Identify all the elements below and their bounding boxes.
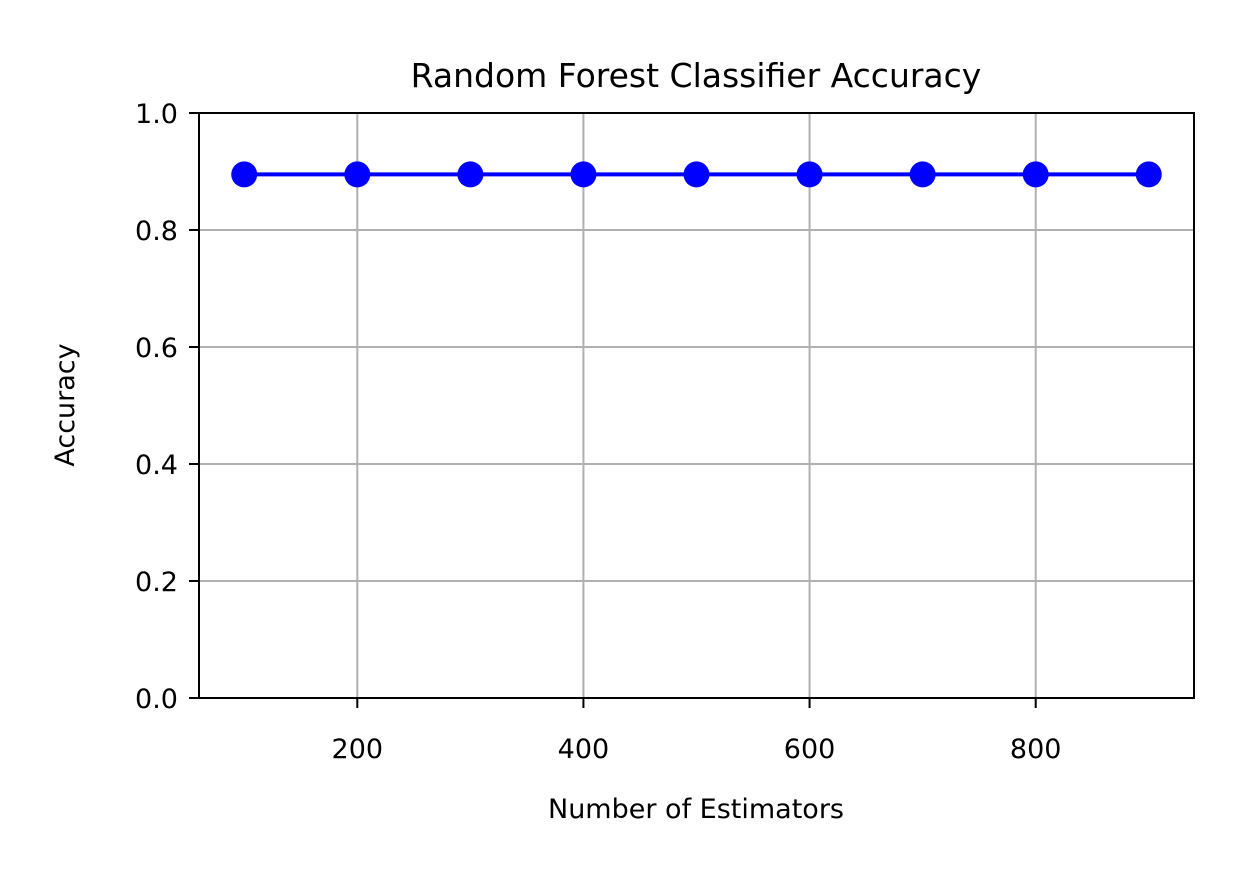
data-point: [683, 161, 710, 188]
y-tick-label: 0.8: [135, 216, 178, 247]
y-tick-label: 1.0: [135, 99, 178, 130]
x-tick-label: 200: [332, 734, 384, 765]
data-point: [344, 161, 371, 188]
x-axis-label: Number of Estimators: [548, 794, 844, 825]
data-point: [796, 161, 823, 188]
y-axis: 0.0 0.2 0.4 0.6 0.8 1.0: [135, 99, 199, 715]
series-layer: [231, 161, 1162, 188]
x-axis: 200 400 600 800: [332, 698, 1062, 765]
data-point: [570, 161, 597, 188]
plot-background: [199, 113, 1194, 698]
data-point: [909, 161, 936, 188]
x-tick-label: 600: [784, 734, 836, 765]
x-tick-label: 400: [558, 734, 610, 765]
chart-title: Random Forest Classifier Accuracy: [411, 56, 982, 95]
plot-frame: [198, 112, 1195, 699]
x-tick-label: 800: [1010, 734, 1062, 765]
y-tick-label: 0.6: [135, 333, 178, 364]
data-point: [231, 161, 258, 188]
y-tick-label: 0.0: [135, 684, 178, 715]
y-tick-label: 0.4: [135, 450, 178, 481]
y-tick-label: 0.2: [135, 567, 178, 598]
data-point: [1022, 161, 1049, 188]
plot-area: [198, 112, 1195, 699]
data-point: [457, 161, 484, 188]
data-point: [1135, 161, 1162, 188]
y-axis-label: Accuracy: [50, 343, 81, 466]
